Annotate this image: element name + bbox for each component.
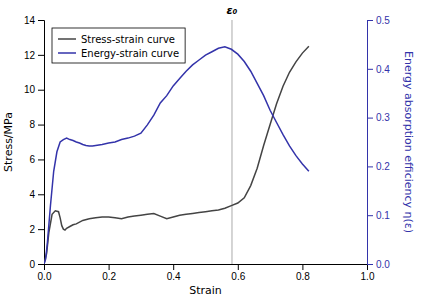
tick-label: 1.0 [361,271,375,282]
tick-label: 0.0 [376,259,390,270]
tick: 6 [29,154,44,165]
tick-mark [367,166,373,167]
legend-swatch [58,52,76,54]
tick: 0.5 [367,15,390,26]
tick-mark [38,55,44,56]
axis-line [368,21,374,265]
tick: 0.4 [167,264,181,282]
tick: 8 [29,119,44,130]
tick-mark [38,194,44,195]
legend-swatch [58,38,76,40]
tick-mark [38,264,44,265]
tick: 10 [24,84,44,95]
tick-label: 2 [29,224,35,235]
tick-mark [367,215,373,216]
tick-label: 14 [24,15,36,26]
tick: 0.0 [367,259,390,270]
tick: 0.8 [296,264,310,282]
tick: 1.0 [361,264,375,282]
tick-label: 12 [24,50,36,61]
tick-label: 0.5 [376,15,390,26]
tick-label: 0.4 [376,64,390,75]
reference-line [231,20,232,264]
tick-mark [109,264,110,270]
tick-mark [38,125,44,126]
tick-mark [38,229,44,230]
tick-mark [367,69,373,70]
tick: 0.2 [367,161,390,172]
y-axis-title: Stress/MPa [2,112,15,172]
legend-box [52,28,185,63]
tick-label: 8 [29,119,35,130]
tick-mark [367,118,373,119]
legend-entry: Stress-strain curve [81,34,175,45]
tick: 2 [29,224,44,235]
tick: 0.4 [367,64,390,75]
tick: 0.0 [38,264,52,282]
tick-label: 10 [24,84,36,95]
tick: 0.1 [367,210,390,221]
y2-axis: 0.0 0.1 0.2 0.3 0.4 0.5 [367,15,390,270]
axis-line [45,265,368,271]
tick-mark [173,264,174,270]
tick-label: 4 [29,189,35,200]
tick: 0 [29,259,44,270]
marks [44,20,309,264]
y-axis: 0 2 4 6 8 10 12 14 [24,15,45,270]
legend-entry: Energy-strain curve [81,48,179,59]
tick-mark [38,20,44,21]
axis-line [38,21,45,265]
tick: 14 [24,15,44,26]
tick-mark [302,264,303,270]
chart: 0.00.20.40.60.81.0024681012140.00.10.20.… [0,0,421,300]
annotation: ε₀ [227,4,238,17]
x-axis: 0.0 0.2 0.4 0.6 0.8 1.0 [38,264,375,282]
tick-label: 0.4 [167,271,181,282]
tick: 4 [29,189,44,200]
y2-axis-title: Energy absorption efficiency η(ε) [402,51,415,233]
tick-label: 0 [29,259,35,270]
tick-mark [367,20,373,21]
tick-label: 0.6 [231,271,245,282]
tick-label: 0.2 [102,271,116,282]
tick-label: 0.0 [38,271,52,282]
tick-label: 0.2 [376,161,390,172]
tick-label: 0.1 [376,210,390,221]
tick-label: 6 [29,154,35,165]
tick-mark [38,159,44,160]
tick-mark [38,90,44,91]
tick: 0.3 [367,112,390,123]
tick: 0.2 [102,264,116,282]
tick-label: 0.3 [376,112,390,123]
plot: 0.00.20.40.60.81.0024681012140.00.10.20.… [2,4,415,297]
tick: 12 [24,50,44,61]
legend: Stress-strain curve Energy-strain curve [52,28,185,63]
line [44,47,309,264]
line [44,46,309,264]
tick-mark [367,264,373,265]
tick: 0.6 [231,264,245,282]
tick-label: 0.8 [296,271,310,282]
tick-mark [238,264,239,270]
x-axis-title: Strain [189,284,222,297]
